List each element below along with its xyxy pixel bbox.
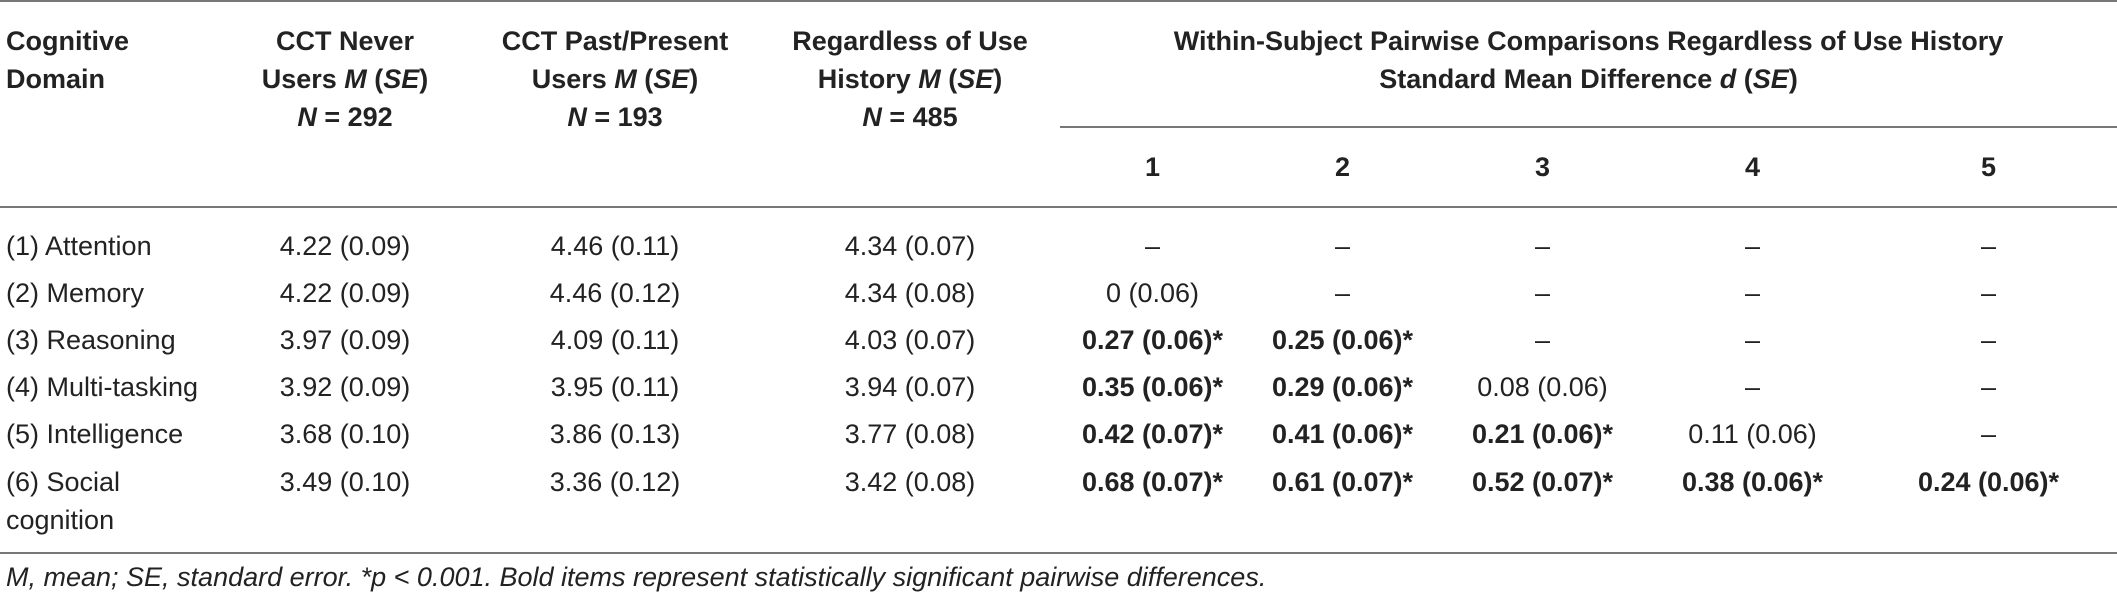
- cell-never: 4.22 (0.09): [279, 230, 411, 261]
- subheader-5: 5: [1980, 152, 1997, 182]
- cell-domain: (4) Multi-tasking: [6, 371, 199, 402]
- cell-pair-4: –: [1744, 324, 1761, 355]
- cell-pair-2: 0.61 (0.07)*: [1271, 467, 1414, 497]
- cell-all: 4.34 (0.07): [844, 230, 976, 261]
- cell-domain: (3) Reasoning: [6, 324, 176, 355]
- cell-pair-4: 0.38 (0.06)*: [1681, 467, 1824, 497]
- table-body: (1) Attention 4.22 (0.09) 4.46 (0.11) 4.34 …: [0, 207, 2117, 539]
- cell-domain: (5) Intelligence: [6, 418, 184, 449]
- cell-past: 3.36 (0.12): [549, 467, 681, 497]
- table-row: (2) Memory 4.22 (0.09) 4.46 (0.12) 4.34 (0.…: [0, 269, 2117, 316]
- table-row: (6) Social cognition 3.49 (0.10) 3.36 (0.12…: [0, 457, 2117, 539]
- cell-pair-2: –: [1334, 277, 1351, 308]
- table-row: (4) Multi-tasking 3.92 (0.09) 3.95 (0.11) 3…: [0, 363, 2117, 410]
- cell-pair-5: 0.24 (0.06)*: [1917, 467, 2060, 497]
- header-cognitive-domain: Cognitive Domain: [0, 0, 220, 206]
- cell-past: 3.86 (0.13): [549, 418, 681, 449]
- cell-all: 4.03 (0.07): [844, 324, 976, 355]
- cell-pair-2: 0.29 (0.06)*: [1271, 371, 1414, 402]
- cell-pair-3: 0.08 (0.06): [1477, 371, 1608, 402]
- cell-pair-4: 0.11 (0.06): [1688, 418, 1817, 449]
- cell-domain: (1) Attention: [6, 230, 152, 261]
- subheader-1: 1: [1144, 152, 1161, 182]
- cell-pair-4: –: [1744, 277, 1761, 308]
- cell-pair-2: –: [1334, 230, 1351, 261]
- cell-pair-3: –: [1534, 230, 1551, 261]
- cell-pair-5: –: [1980, 418, 1997, 449]
- cell-pair-2: 0.25 (0.06)*: [1271, 324, 1414, 355]
- table-row: (1) Attention 4.22 (0.09) 4.46 (0.11) 4.34 …: [0, 207, 2117, 269]
- cell-pair-2: 0.41 (0.06)*: [1271, 418, 1414, 449]
- subheader-3: 3: [1534, 152, 1551, 182]
- table-row: (5) Intelligence 3.68 (0.10) 3.86 (0.13) 3.…: [0, 410, 2117, 457]
- cell-pair-1: 0.68 (0.07)*: [1081, 467, 1224, 497]
- cell-past: 3.95 (0.11): [550, 371, 680, 402]
- cell-pair-1: 0.27 (0.06)*: [1081, 324, 1224, 355]
- header-never-users: CCT Never Users M (SE) N = 292: [220, 0, 470, 206]
- cell-pair-3: –: [1534, 277, 1551, 308]
- cell-pair-4: –: [1744, 371, 1761, 402]
- cell-past: 4.46 (0.11): [550, 230, 680, 261]
- cell-pair-5: –: [1980, 230, 1997, 261]
- results-table: Cognitive Domain CCT Never Users M (SE) …: [0, 0, 2117, 539]
- cell-pair-1: 0.35 (0.06)*: [1081, 371, 1224, 402]
- cell-domain: (6) Social cognition: [6, 467, 121, 535]
- cell-pair-3: 0.21 (0.06)*: [1471, 418, 1614, 449]
- header-regardless-of-use: Regardless of Use History M (SE) N = 485: [760, 0, 1060, 206]
- cell-all: 3.77 (0.08): [844, 418, 976, 449]
- subheader-4: 4: [1744, 152, 1761, 182]
- cell-all: 4.34 (0.08): [844, 277, 976, 308]
- cell-domain: (2) Memory: [6, 277, 145, 308]
- cell-pair-5: –: [1980, 371, 1997, 402]
- table-row: (3) Reasoning 3.97 (0.09) 4.09 (0.11) 4.03 …: [0, 316, 2117, 363]
- bottom-rule: [0, 552, 2117, 554]
- cell-pair-3: 0.52 (0.07)*: [1471, 467, 1614, 497]
- subheader-2: 2: [1334, 152, 1351, 182]
- cell-pair-5: –: [1980, 324, 1997, 355]
- cell-never: 3.49 (0.10): [279, 467, 411, 497]
- cell-never: 3.68 (0.10): [279, 418, 411, 449]
- cell-pair-4: –: [1744, 230, 1761, 261]
- cell-pair-5: –: [1980, 277, 1997, 308]
- cell-all: 3.94 (0.07): [844, 371, 976, 402]
- cell-pair-1: 0.42 (0.07)*: [1081, 418, 1224, 449]
- header-pairwise-group: Within-Subject Pairwise Comparisons Rega…: [1060, 0, 2117, 128]
- header-past-present-users: CCT Past/Present Users M (SE) N = 193: [470, 0, 760, 206]
- table-footnote: M, mean; SE, standard error. *p < 0.001.…: [6, 562, 1267, 592]
- cell-never: 3.92 (0.09): [279, 371, 411, 402]
- cell-never: 4.22 (0.09): [279, 277, 411, 308]
- cell-never: 3.97 (0.09): [279, 324, 411, 355]
- cell-pair-1: –: [1144, 230, 1161, 261]
- cell-all: 3.42 (0.08): [844, 467, 976, 497]
- cell-pair-3: –: [1534, 324, 1551, 355]
- cell-pair-1: 0 (0.06): [1105, 277, 1200, 308]
- cell-past: 4.46 (0.12): [549, 277, 681, 308]
- cell-past: 4.09 (0.11): [550, 324, 680, 355]
